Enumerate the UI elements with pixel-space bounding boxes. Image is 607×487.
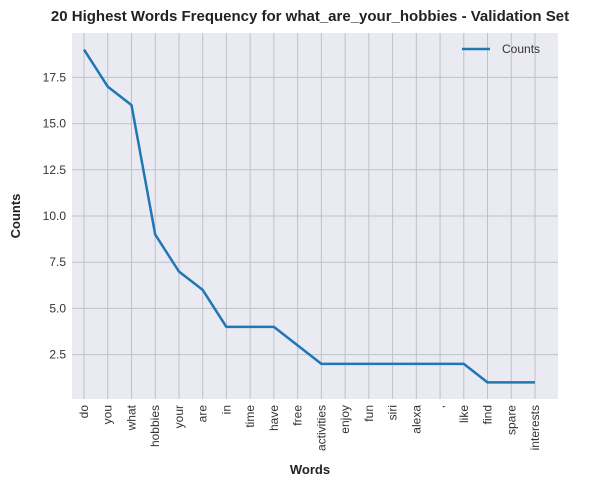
grid: [72, 33, 558, 399]
x-tick-label: spare: [504, 405, 518, 435]
y-tick-label: 12.5: [43, 163, 67, 177]
x-tick-label: hobbies: [148, 405, 162, 447]
x-tick-label: fun: [362, 405, 376, 422]
x-tick-label: find: [481, 405, 495, 424]
series-line-counts: [82, 48, 535, 384]
x-tick-label: your: [172, 405, 186, 428]
x-tick-label: have: [267, 405, 281, 431]
x-axis-label: Words: [290, 462, 330, 477]
y-tick-label: 7.5: [49, 255, 66, 269]
x-tick-label: you: [101, 405, 115, 424]
y-axis-ticks: 2.5 5.0 7.5 10.0 12.5 15.0 17.5: [43, 70, 67, 361]
x-tick-label: are: [196, 405, 210, 423]
x-tick-label: what: [124, 404, 138, 431]
x-tick-label: enjoy: [338, 405, 352, 434]
x-tick-label: interests: [528, 405, 542, 450]
x-tick-label: alexa: [409, 405, 423, 434]
y-tick-label: 2.5: [49, 348, 66, 362]
legend: Counts: [462, 42, 540, 56]
x-tick-label: ,: [433, 405, 447, 408]
x-tick-label: in: [219, 405, 233, 414]
y-tick-label: 5.0: [49, 301, 66, 315]
x-tick-label: siri: [386, 405, 400, 420]
chart-title: 20 Highest Words Frequency for what_are_…: [51, 8, 569, 25]
x-tick-label: free: [291, 405, 305, 426]
y-tick-label: 10.0: [43, 209, 67, 223]
y-tick-label: 15.0: [43, 117, 67, 131]
y-axis-label: Counts: [8, 194, 23, 239]
x-tick-label: activities: [314, 405, 328, 451]
x-tick-label: do: [77, 405, 91, 419]
legend-label-counts: Counts: [502, 42, 540, 56]
x-tick-label: like: [457, 405, 471, 423]
x-tick-label: time: [243, 405, 257, 428]
x-axis-ticks: do you what hobbies your are in time have free act…: [77, 404, 542, 451]
y-tick-label: 17.5: [43, 70, 67, 84]
